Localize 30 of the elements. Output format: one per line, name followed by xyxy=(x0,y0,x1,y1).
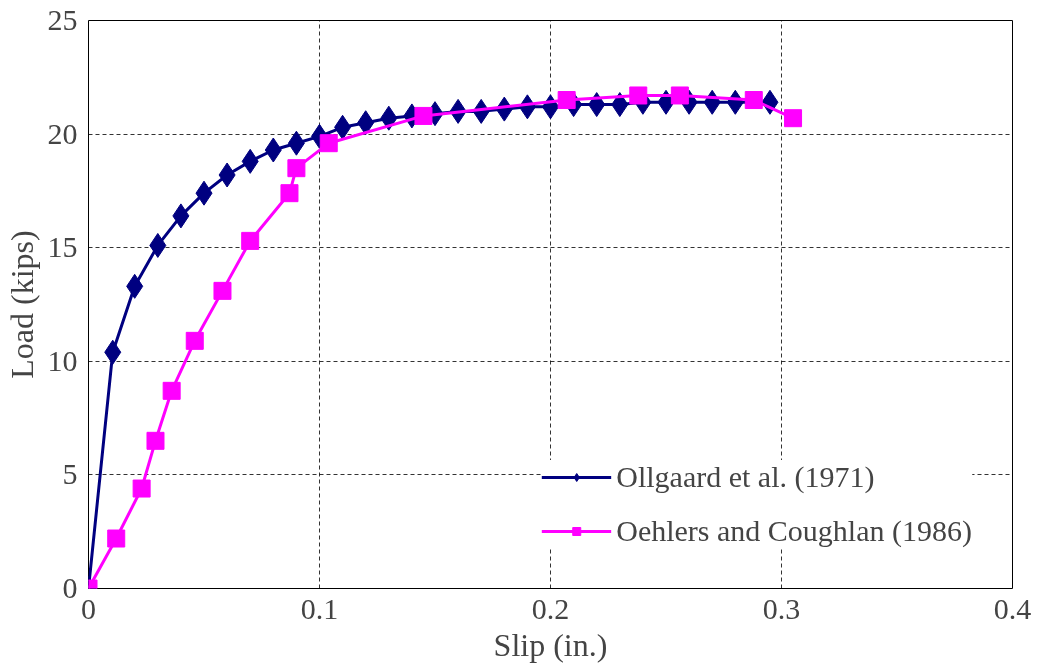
legend-label: Oehlers and Coughlan (1986) xyxy=(616,514,972,548)
y-tick-label: 5 xyxy=(62,457,78,491)
point xyxy=(107,529,126,548)
legend-label: Ollgaard et al. (1971) xyxy=(616,460,875,494)
y-tick-label: 25 xyxy=(47,3,78,36)
y-tick-label: 10 xyxy=(47,343,78,377)
x-tick-label: 0.4 xyxy=(993,591,1032,625)
point xyxy=(287,159,306,178)
point xyxy=(280,184,299,203)
point xyxy=(132,479,151,498)
y-axis-title: Load (kips) xyxy=(3,230,40,379)
y-tick-label: 15 xyxy=(47,230,78,264)
point xyxy=(557,91,576,110)
point xyxy=(241,231,260,250)
point xyxy=(670,86,689,105)
y-tick-label: 20 xyxy=(47,116,78,150)
point xyxy=(213,281,232,300)
x-tick-label: 0.1 xyxy=(300,591,339,625)
point xyxy=(744,91,763,110)
x-tick-label: 0.3 xyxy=(762,591,801,625)
point xyxy=(629,86,648,105)
x-tick-label: 0.2 xyxy=(531,591,570,625)
point xyxy=(162,381,181,400)
y-tick-label: 0 xyxy=(62,571,78,604)
point xyxy=(319,134,338,153)
x-axis-title: Slip (in.) xyxy=(493,626,608,663)
point xyxy=(784,109,803,128)
point xyxy=(185,331,204,350)
point xyxy=(146,431,165,450)
point xyxy=(414,106,433,125)
